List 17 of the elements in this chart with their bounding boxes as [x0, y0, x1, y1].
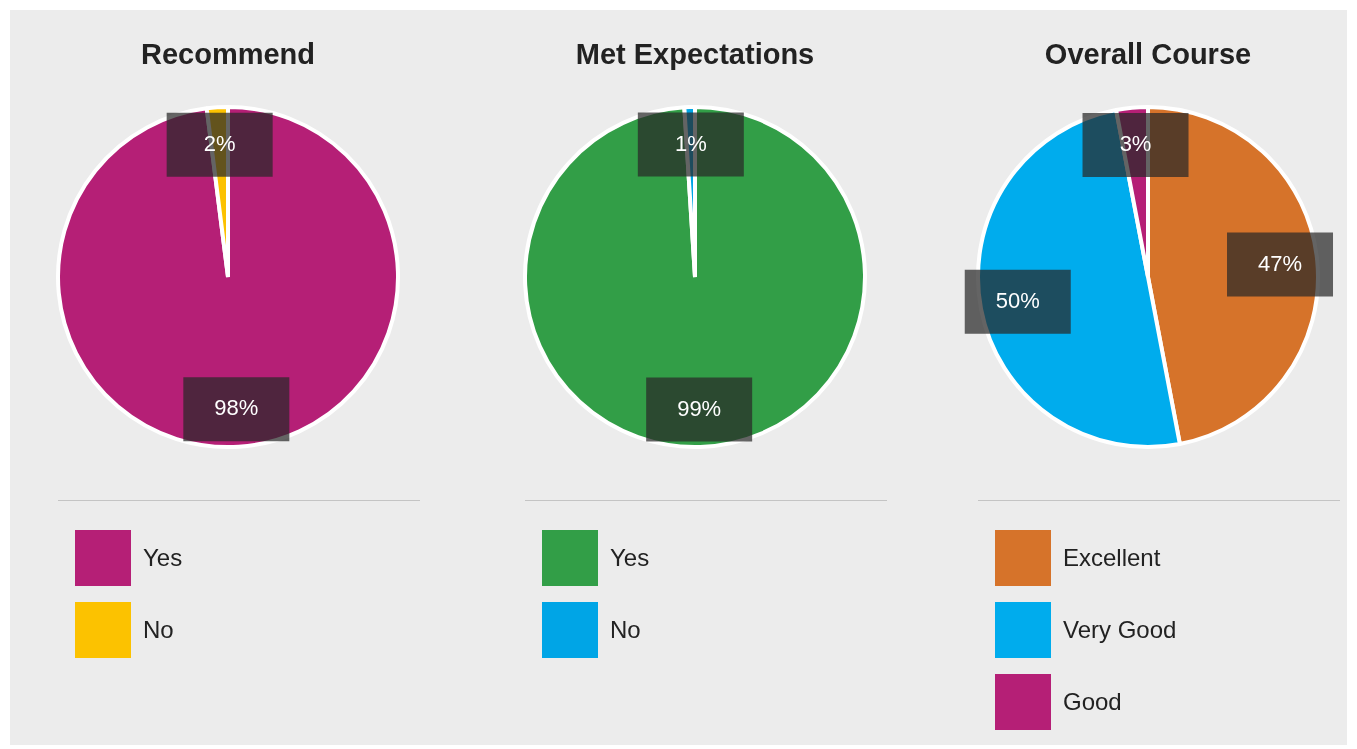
legend-label: Yes [143, 544, 183, 572]
data-label: 47% [1257, 250, 1303, 276]
chart-title: Recommend [139, 38, 316, 71]
chart-title: Met Expectations [574, 38, 816, 71]
data-label: 99% [677, 395, 722, 421]
data-label: 2% [203, 130, 236, 156]
legend-label: Yes [610, 544, 650, 572]
legend-label: No [143, 616, 174, 644]
legend-label: Excellent [1063, 544, 1161, 572]
legend-label: No [610, 616, 641, 644]
data-label: 3% [1119, 131, 1152, 157]
legend-label: Good [1063, 688, 1122, 716]
data-label: 50% [995, 287, 1040, 313]
chart-title: Overall Course [1043, 38, 1253, 71]
legend-label: Very Good [1063, 616, 1177, 644]
data-label: 1% [674, 130, 707, 156]
data-label: 98% [214, 395, 259, 421]
